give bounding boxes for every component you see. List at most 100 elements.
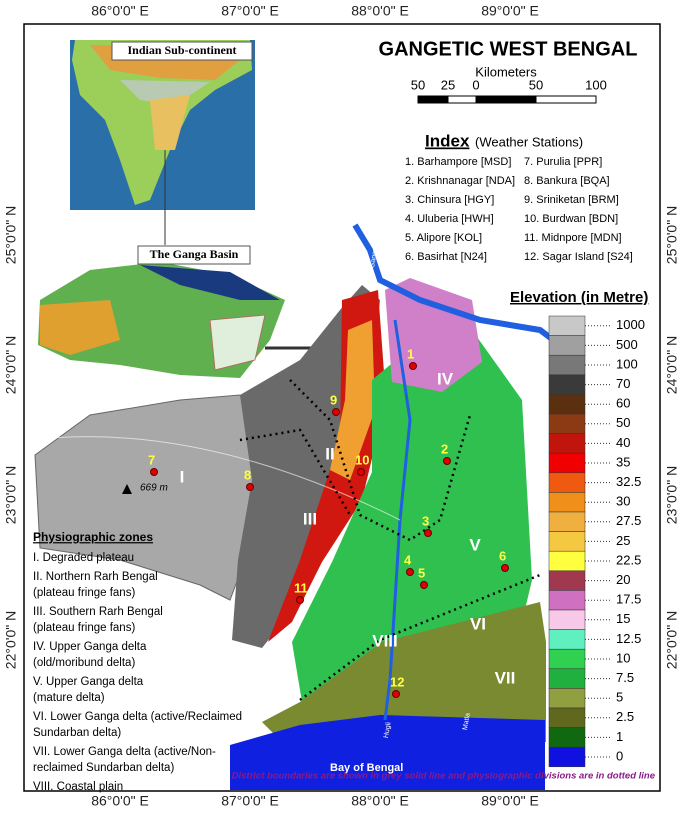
legend-swatch xyxy=(548,648,586,670)
station-number: 6 xyxy=(499,548,506,563)
legend-swatch xyxy=(548,668,586,689)
legend-label: 40 xyxy=(616,435,630,450)
scale-tick-label: 50 xyxy=(529,77,543,92)
station-entry: 6. Basirhat [N24] xyxy=(405,251,487,263)
station-marker xyxy=(443,457,451,465)
zone-description: (old/moribund delta) xyxy=(33,657,135,669)
legend-swatch xyxy=(548,492,586,513)
legend-swatch xyxy=(548,590,586,611)
legend-label: 1000 xyxy=(616,317,645,332)
zone-numeral: VIII xyxy=(372,631,398,650)
latitude-label: 24°0'0" N xyxy=(664,336,680,394)
latitude-label: 23°0'0" N xyxy=(3,466,19,524)
latitude-label: 22°0'0" N xyxy=(664,611,680,669)
legend-swatch xyxy=(548,413,586,434)
legend-swatch xyxy=(548,727,586,748)
legend-label: 25 xyxy=(616,533,630,548)
station-marker xyxy=(150,468,158,476)
station-marker xyxy=(332,408,340,416)
legend-swatch xyxy=(548,374,586,395)
legend-label: 60 xyxy=(616,396,630,411)
peak-label: 669 m xyxy=(140,483,168,494)
zone-description: VI. Lower Ganga delta (active/Reclaimed xyxy=(33,711,242,723)
latitude-label: 22°0'0" N xyxy=(3,611,19,669)
zone-description: VIII. Coastal plain xyxy=(33,781,123,793)
legend-swatch xyxy=(548,452,586,474)
scale-segment xyxy=(535,95,597,104)
legend-swatch xyxy=(548,746,586,768)
zone-description: reclaimed Sundarban delta) xyxy=(33,762,174,774)
legend-swatch xyxy=(548,531,586,552)
zone-numeral: VII xyxy=(495,668,516,687)
station-number: 4 xyxy=(404,552,412,567)
station-marker xyxy=(296,596,304,604)
scale-tick-label: 50 xyxy=(411,77,425,92)
zone-description: III. Southern Rarh Bengal xyxy=(33,606,163,618)
longitude-label: 88°0'0" E xyxy=(351,3,409,19)
legend-label: 1 xyxy=(616,729,623,744)
station-number: 5 xyxy=(418,565,425,580)
legend-label: 15 xyxy=(616,611,630,626)
legend-label: 2.5 xyxy=(616,709,634,724)
legend-label: 50 xyxy=(616,415,630,430)
station-marker xyxy=(424,529,432,537)
zone-description: IV. Upper Ganga delta xyxy=(33,641,147,653)
legend-swatch xyxy=(548,550,586,572)
legend-label: 7.5 xyxy=(616,670,634,685)
zone-numeral: III xyxy=(303,509,317,528)
legend-swatch xyxy=(548,688,586,709)
legend-swatch xyxy=(548,570,586,591)
scale-segment xyxy=(475,95,537,104)
legend-label: 500 xyxy=(616,337,638,352)
zone-numeral: II xyxy=(325,444,334,463)
zone-description: V. Upper Ganga delta xyxy=(33,676,144,688)
longitude-label: 88°0'0" E xyxy=(351,793,409,809)
station-entry: 1. Barhampore [MSD] xyxy=(405,156,511,168)
station-number: 3 xyxy=(422,513,429,528)
station-marker xyxy=(406,568,414,576)
latitude-label: 24°0'0" N xyxy=(3,336,19,394)
station-number: 10 xyxy=(355,452,369,467)
legend-label: 10 xyxy=(616,650,630,665)
inset-india: Indian Sub-continent xyxy=(70,40,255,210)
legend-swatch xyxy=(548,335,586,356)
river-label: Matla xyxy=(462,712,472,730)
latitude-label: 25°0'0" N xyxy=(3,206,19,264)
legend-swatch xyxy=(548,609,586,630)
station-entry: 7. Purulia [PPR] xyxy=(524,156,602,168)
station-marker xyxy=(409,362,417,370)
footnote: District boundaries are shown in grey so… xyxy=(232,771,656,782)
legend-label: 27.5 xyxy=(616,513,641,528)
station-number: 7 xyxy=(148,452,155,467)
legend-swatch xyxy=(548,511,586,532)
longitude-label: 86°0'0" E xyxy=(91,793,149,809)
legend-swatch xyxy=(548,394,586,415)
station-marker xyxy=(246,483,254,491)
legend-swatch xyxy=(548,433,586,454)
station-entry: 3. Chinsura [HGY] xyxy=(405,194,494,206)
longitude-label: 89°0'0" E xyxy=(481,793,539,809)
station-entry: 4. Uluberia [HWH] xyxy=(405,213,494,225)
longitude-label: 87°0'0" E xyxy=(221,3,279,19)
legend-label: 30 xyxy=(616,494,630,509)
legend-label: 70 xyxy=(616,376,630,391)
station-marker xyxy=(357,468,365,476)
peak-marker xyxy=(122,484,132,494)
zone-numeral: I xyxy=(180,467,185,486)
legend-label: 0 xyxy=(616,748,623,763)
legend-label: 32.5 xyxy=(616,474,641,489)
station-entry: 12. Sagar Island [S24] xyxy=(524,251,633,263)
legend-label: 12.5 xyxy=(616,631,641,646)
station-entry: 10. Burdwan [BDN] xyxy=(524,213,618,225)
legend-swatch xyxy=(548,472,586,493)
station-number: 2 xyxy=(441,441,448,456)
zone-numeral: V xyxy=(469,535,481,554)
index-title: Index xyxy=(425,131,470,150)
zone-numeral: VI xyxy=(470,614,486,633)
legend-label: 20 xyxy=(616,572,630,587)
river-label: Ganga xyxy=(369,247,380,269)
station-entry: 11. Midnpore [MDN] xyxy=(524,232,622,244)
index-subtitle: (Weather Stations) xyxy=(475,134,583,149)
inset-label: Indian Sub-continent xyxy=(127,43,236,57)
